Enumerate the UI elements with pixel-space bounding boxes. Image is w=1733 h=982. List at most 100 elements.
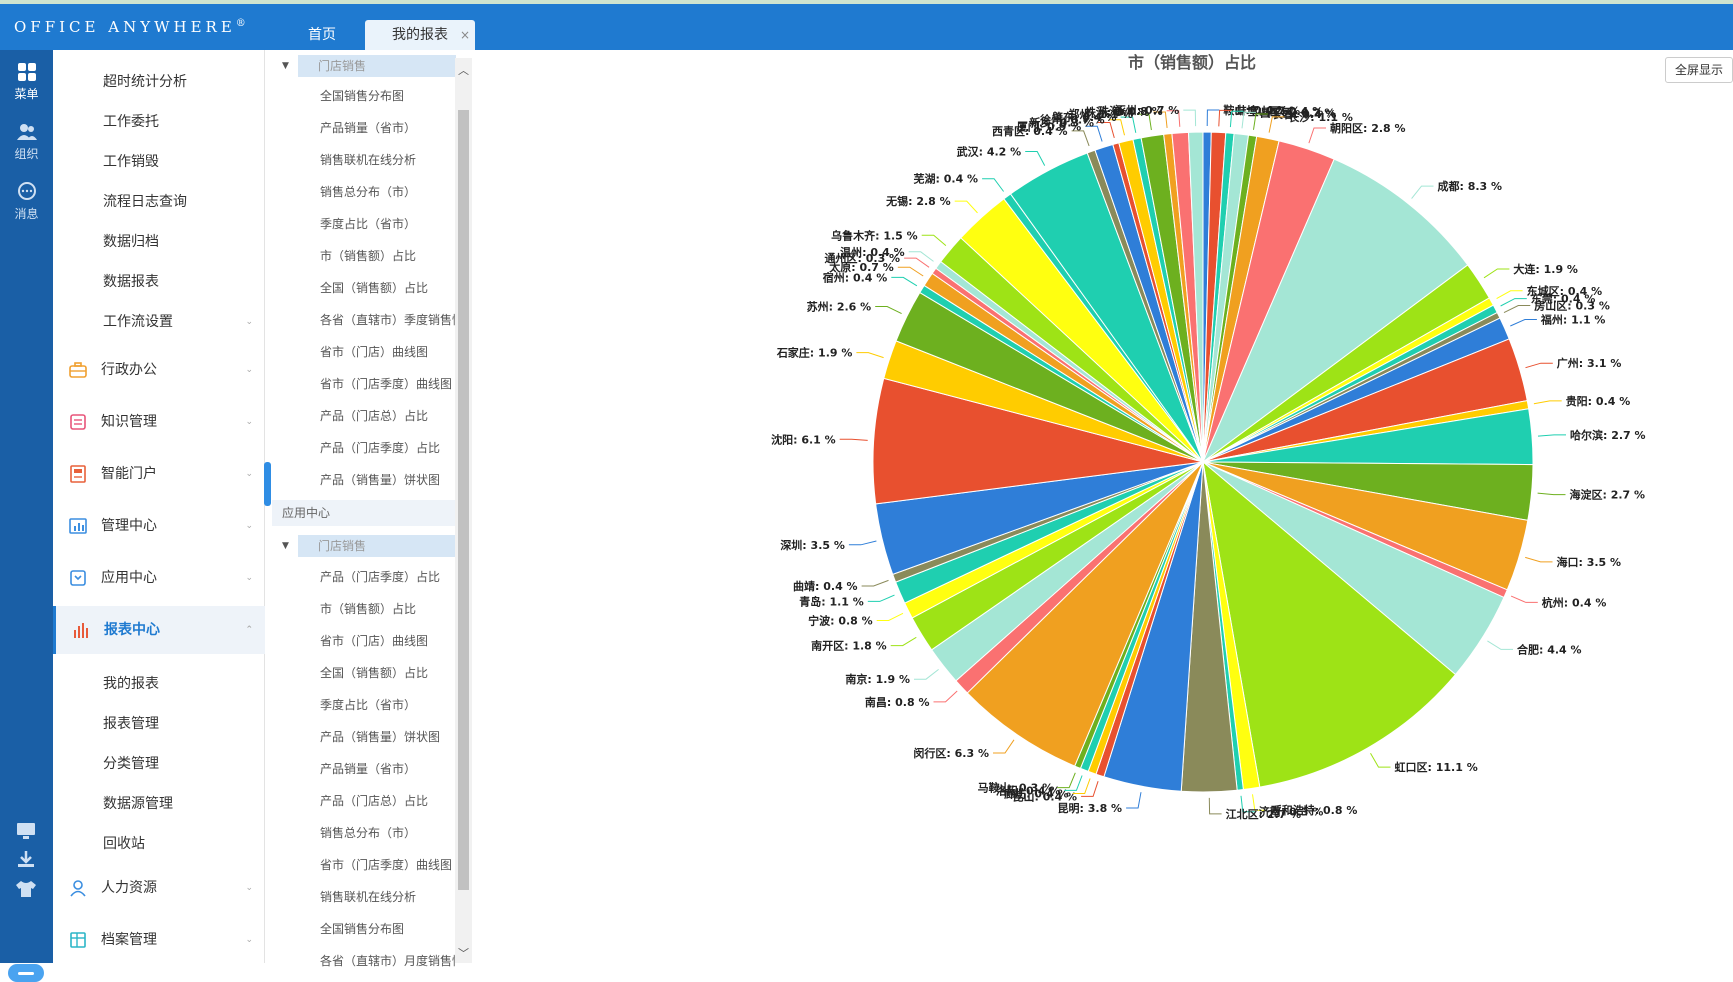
tab-home[interactable]: 首页 [308, 27, 336, 43]
rail-org[interactable]: 组织 [0, 122, 53, 162]
menu-collapse-handle[interactable] [264, 462, 271, 506]
chevron-down-icon: ⌄ [245, 365, 253, 375]
tree-report-2-item[interactable]: 全国（销售额）占比 [320, 666, 429, 680]
pie-leader-line [856, 352, 884, 359]
menu-module-admin-office[interactable]: 行政办公 ⌄ [53, 350, 265, 390]
tree-scrollbar[interactable]: ︿ ﹀ [455, 58, 472, 963]
tree-report-item[interactable]: 销售联机在线分析 [320, 153, 417, 167]
menu-item-datasource-manage[interactable]: 数据源管理 [103, 796, 173, 812]
icon-rail: 菜单 组织 消息 [0, 50, 53, 982]
pie-data-label: 珠海: 0.8 % [1098, 104, 1163, 118]
pie-slice[interactable] [1187, 131, 1204, 463]
monitor-icon[interactable] [15, 822, 37, 840]
menu-module-portal[interactable]: 智能门户 ⌄ [53, 454, 265, 494]
tree-report-item[interactable]: 全国（销售额）占比 [320, 281, 429, 295]
shirt-icon[interactable] [15, 880, 37, 898]
chevron-down-icon: ⌄ [245, 573, 253, 583]
tree-report-2-item[interactable]: 各省（直辖市）月度销售情况 [320, 954, 455, 968]
menu-module-archive[interactable]: 档案管理 ⌄ [53, 920, 265, 960]
tree-report-item[interactable]: 产品销量（省市） [320, 121, 417, 135]
tree-report-item[interactable]: 各省（直辖市）季度销售情况 [320, 313, 455, 327]
menu-module-hr[interactable]: 人力资源 ⌄ [53, 868, 265, 908]
scroll-thumb[interactable] [458, 110, 469, 890]
rail-menu[interactable]: 菜单 [0, 62, 53, 102]
tree-report-2-item[interactable]: 销售联机在线分析 [320, 890, 417, 904]
pie-data-label: 广州: 3.1 % [1557, 356, 1622, 370]
menu-item-data-archive[interactable]: 数据归档 [103, 234, 159, 250]
tree-report-2-item[interactable]: 产品（门店总）占比 [320, 794, 429, 808]
tree-report-item[interactable]: 全国销售分布图 [320, 89, 405, 103]
menu-module-report-center[interactable]: 报表中心 ⌃ [53, 606, 265, 654]
pie-data-label: 肇东: 0.4 % [1051, 110, 1117, 124]
tree-report-item[interactable]: 产品（门店总）占比 [320, 409, 429, 423]
tree-section-app-center[interactable]: 应用中心 [272, 500, 455, 526]
menu-item-workflow-settings[interactable]: 工作流设置 ⌄ [53, 302, 265, 342]
pie-leader-line [1525, 362, 1553, 369]
menu-module-app-center[interactable]: 应用中心 ⌄ [53, 558, 265, 598]
chevron-down-icon: ⌄ [245, 469, 253, 479]
pie-slice[interactable] [872, 377, 1204, 505]
pie-data-label: 南京: 1.9 % [845, 672, 910, 686]
tree-report-2-item[interactable]: 销售总分布（市） [320, 826, 417, 840]
tree-group-store-sales[interactable]: ▼ 门店销售 [282, 55, 456, 77]
pie-slice[interactable] [1201, 158, 1469, 464]
pie-slice[interactable] [1202, 460, 1457, 788]
tree-report-2-item[interactable]: 省市（门店季度）曲线图 [320, 858, 453, 872]
menu-item-work-destroy[interactable]: 工作销毁 [103, 154, 159, 170]
pie-leader-line [1510, 319, 1537, 327]
tree-report-item[interactable]: 省市（门店）曲线图 [320, 345, 429, 359]
tab-my-reports[interactable]: 我的报表 × [365, 20, 475, 50]
pie-data-label: 廊坊: 0.4 % [1004, 787, 1069, 801]
theme-toggle[interactable] [8, 964, 44, 982]
menu-item-my-reports[interactable]: 我的报表 [103, 676, 159, 692]
tree-report-item[interactable]: 产品（门店季度）占比 [320, 441, 441, 455]
portal-icon [70, 465, 86, 483]
scroll-down-icon[interactable]: ﹀ [458, 947, 469, 960]
rail-messages[interactable]: 消息 [0, 182, 53, 222]
pie-data-label: 合肥: 4.4 % [1517, 642, 1582, 656]
menu-item-recycle-bin[interactable]: 回收站 [103, 836, 145, 852]
tree-report-item[interactable]: 季度占比（省市） [320, 217, 417, 231]
pie-leader-line [1525, 556, 1553, 563]
pie-leader-line [1500, 298, 1527, 307]
menu-item-timeout-stats[interactable]: 超时统计分析 [103, 74, 187, 90]
pie-data-label: 大连: 1.9 % [1513, 262, 1578, 276]
menu-item-flow-log[interactable]: 流程日志查询 [103, 194, 187, 210]
menu-item-data-report[interactable]: 数据报表 [103, 274, 159, 290]
tree-report-item[interactable]: 销售总分布（市） [320, 185, 417, 199]
pie-data-label: 涿州: 0.7 % [1115, 103, 1180, 117]
close-icon[interactable]: × [459, 28, 470, 42]
pie-data-label: 济南: 0.3 % [1259, 805, 1324, 819]
menu-module-management[interactable]: 管理中心 ⌄ [53, 506, 265, 546]
rail-org-label: 组织 [14, 147, 39, 161]
tree-report-item[interactable]: 产品（销售量）饼状图 [320, 473, 441, 487]
pie-data-label: 曲靖: 0.4 % [793, 579, 858, 593]
pie-data-label: 长春: 0.4 % [1272, 107, 1337, 121]
scroll-up-icon[interactable]: ︿ [458, 64, 469, 77]
pie-data-label: 徐州: 0.7 % [1039, 113, 1105, 127]
pie-slice[interactable] [966, 461, 1204, 767]
pie-leader-line [1153, 111, 1168, 128]
pie-data-label: 马鞍山: 0.3 % [978, 781, 1054, 795]
tree-group-store-sales-2[interactable]: ▼ 门店销售 [282, 535, 456, 557]
tree-report-item[interactable]: 省市（门店季度）曲线图 [320, 377, 453, 391]
tree-report-2-item[interactable]: 产品销量（省市） [320, 762, 417, 776]
report-tree: ▼ 门店销售 全国销售分布图 产品销量（省市） 销售联机在线分析 销售总分布（市） 季度占… [272, 50, 456, 968]
menu-item-work-delegate[interactable]: 工作委托 [103, 114, 159, 130]
fullscreen-button[interactable]: 全屏显示 [1665, 57, 1733, 83]
menu-item-category-manage[interactable]: 分类管理 [103, 756, 159, 772]
tree-report-2-item[interactable]: 季度占比（省市） [320, 698, 417, 712]
pie-leader-line [1183, 109, 1197, 127]
tree-report-2-item[interactable]: 产品（门店季度）占比 [320, 570, 441, 584]
chevron-down-icon: ⌄ [245, 317, 253, 327]
tree-report-2-item[interactable]: 产品（销售量）饼状图 [320, 730, 441, 744]
tree-report-2-item[interactable]: 省市（门店）曲线图 [320, 634, 429, 648]
download-icon[interactable] [15, 850, 37, 868]
tree-report-item[interactable]: 市（销售额）占比 [320, 249, 417, 263]
chevron-down-icon: ⌄ [245, 935, 253, 945]
menu-module-knowledge[interactable]: 知识管理 ⌄ [53, 402, 265, 442]
tree-report-2-item[interactable]: 市（销售额）占比 [320, 602, 417, 616]
tree-report-2-item[interactable]: 全国销售分布图 [320, 922, 405, 936]
menu-item-report-manage[interactable]: 报表管理 [103, 716, 159, 732]
menu-module-hr-label: 人力资源 [101, 880, 157, 896]
